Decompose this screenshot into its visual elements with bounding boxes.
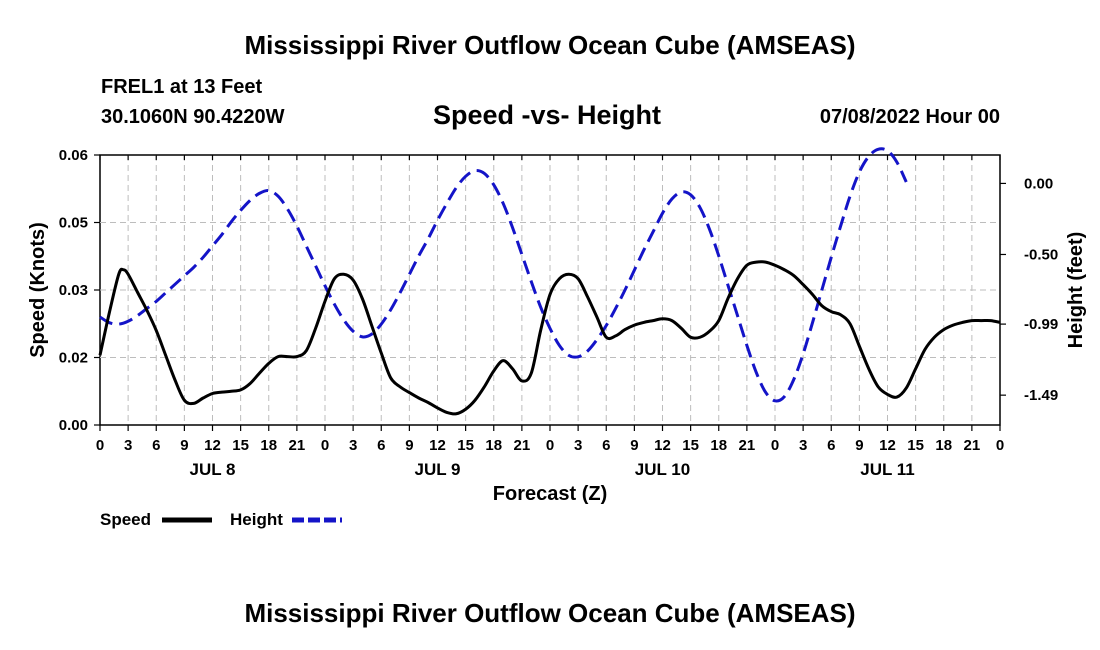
x-tick-label: 0 [96, 437, 104, 454]
x-tick-label: 18 [260, 437, 277, 454]
y-left-tick-label: 0.02 [59, 350, 88, 367]
x-tick-label: 3 [574, 437, 582, 454]
x-tick-label: 6 [152, 437, 160, 454]
x-tick-label: 18 [935, 437, 952, 454]
x-tick-label: 0 [771, 437, 779, 454]
legend-speed-label: Speed [100, 510, 151, 529]
x-tick-label: 21 [739, 437, 756, 454]
x-tick-label: 9 [180, 437, 188, 454]
y-left-tick-label: 0.00 [59, 417, 88, 434]
x-tick-label: 3 [799, 437, 807, 454]
x-tick-label: 12 [879, 437, 896, 454]
x-tick-label: 9 [855, 437, 863, 454]
day-label: JUL 11 [860, 460, 915, 479]
day-label: JUL 8 [190, 460, 236, 479]
axis-labels: 0 3 6 9 12 15 18 21 0 3 6 9 12 15 18 21 0 3 6 9 12 15 18 21 0 3 6 9… [59, 147, 1058, 479]
y-right-tick-label: -0.50 [1024, 246, 1058, 263]
coordinates-label: 30.1060N 90.4220W [101, 106, 285, 128]
y-right-tick-label: -0.99 [1024, 316, 1058, 333]
x-tick-label: 21 [514, 437, 531, 454]
day-label: JUL 10 [635, 460, 690, 479]
y-axis-left-title: Speed (Knots) [27, 222, 49, 358]
x-tick-label: 12 [429, 437, 446, 454]
y-left-tick-label: 0.03 [59, 282, 88, 299]
y-right-tick-label: 0.00 [1024, 175, 1053, 192]
chart-subtitle: Speed -vs- Height [433, 100, 662, 130]
day-label: JUL 9 [415, 460, 461, 479]
y-left-tick-label: 0.06 [59, 147, 88, 164]
legend-height-label: Height [230, 510, 283, 529]
legend: Speed Height [100, 510, 342, 529]
x-tick-label: 9 [630, 437, 638, 454]
x-tick-label: 18 [485, 437, 502, 454]
x-axis-title: Forecast (Z) [493, 483, 607, 505]
x-tick-label: 21 [964, 437, 981, 454]
y-left-tick-label: 0.05 [59, 215, 88, 232]
axis-ticks [94, 154, 1006, 431]
x-tick-label: 0 [321, 437, 329, 454]
x-tick-label: 21 [289, 437, 306, 454]
chart-main-title: Mississippi River Outflow Ocean Cube (AM… [244, 30, 856, 60]
x-tick-label: 12 [204, 437, 221, 454]
x-tick-label: 15 [232, 437, 249, 454]
x-tick-label: 15 [682, 437, 699, 454]
x-tick-label: 3 [124, 437, 132, 454]
footer-title: Mississippi River Outflow Ocean Cube (AM… [244, 598, 856, 628]
x-tick-label: 0 [996, 437, 1004, 454]
y-right-tick-label: -1.49 [1024, 387, 1058, 404]
forecast-datetime: 07/08/2022 Hour 00 [819, 106, 1000, 128]
x-tick-label: 6 [377, 437, 385, 454]
x-tick-label: 18 [710, 437, 727, 454]
series-layer [98, 147, 1001, 416]
speed-series-line [98, 260, 1001, 416]
station-label: FREL1 at 13 Feet [101, 76, 263, 98]
x-tick-label: 12 [654, 437, 671, 454]
y-axis-right-title: Height (feet) [1065, 232, 1087, 349]
x-tick-label: 0 [546, 437, 554, 454]
x-tick-label: 15 [457, 437, 474, 454]
x-tick-label: 3 [349, 437, 357, 454]
grid-lines [100, 155, 1000, 425]
height-series-line [99, 147, 908, 403]
x-tick-label: 6 [602, 437, 610, 454]
x-tick-label: 15 [907, 437, 924, 454]
x-tick-label: 6 [827, 437, 835, 454]
x-tick-label: 9 [405, 437, 413, 454]
